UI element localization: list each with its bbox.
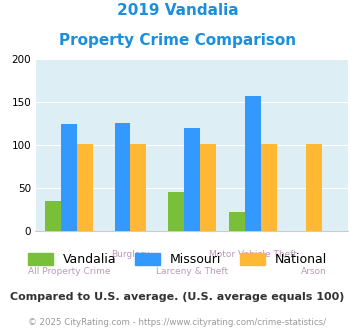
Text: Property Crime Comparison: Property Crime Comparison: [59, 33, 296, 48]
Bar: [306, 144, 322, 231]
Text: Arson: Arson: [301, 267, 327, 276]
Text: Motor Vehicle Theft: Motor Vehicle Theft: [209, 250, 297, 259]
Bar: [115, 123, 130, 231]
Bar: [130, 144, 146, 231]
Bar: [245, 96, 261, 231]
Text: Compared to U.S. average. (U.S. average equals 100): Compared to U.S. average. (U.S. average …: [10, 292, 345, 302]
Bar: [45, 201, 61, 231]
Legend: Vandalia, Missouri, National: Vandalia, Missouri, National: [28, 253, 327, 266]
Bar: [61, 124, 77, 231]
Bar: [229, 212, 245, 231]
Bar: [184, 128, 200, 231]
Bar: [261, 144, 277, 231]
Text: Burglary: Burglary: [111, 250, 150, 259]
Bar: [168, 191, 184, 231]
Bar: [200, 144, 215, 231]
Text: All Property Crime: All Property Crime: [28, 267, 110, 276]
Text: Larceny & Theft: Larceny & Theft: [155, 267, 228, 276]
Text: © 2025 CityRating.com - https://www.cityrating.com/crime-statistics/: © 2025 CityRating.com - https://www.city…: [28, 318, 327, 327]
Bar: [77, 144, 93, 231]
Text: 2019 Vandalia: 2019 Vandalia: [117, 3, 238, 18]
